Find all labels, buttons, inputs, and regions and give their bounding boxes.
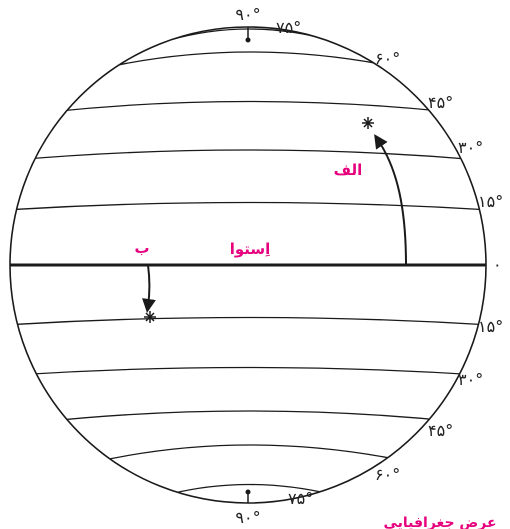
parallel-s30	[13, 366, 481, 376]
equator-label: اِستوا	[230, 240, 271, 258]
latitude-arrow-b	[142, 264, 156, 313]
parallel-s15	[10, 316, 486, 326]
parallel-n30	[13, 149, 481, 161]
latitude-arrow-a	[374, 134, 407, 266]
caption-label: عرض جغرافیایی	[383, 515, 496, 529]
south-pole-dot	[245, 489, 251, 495]
lat-label-s45: ۴۵°	[428, 421, 453, 440]
lat-label-n60: ۶۰°	[375, 49, 400, 68]
lat-label-s30: ۳۰°	[458, 370, 483, 389]
lat-label-n75: ۷۵°	[276, 18, 301, 37]
lat-label-s90: ۹۰°	[235, 508, 260, 527]
parallel-n15	[10, 201, 486, 211]
lat-label-n45: ۴۵°	[428, 93, 453, 112]
lat-label-s75: ۷۵°	[288, 489, 313, 508]
lat-label-n15: ۱۵°	[478, 192, 503, 211]
lat-label-n0: ۰	[493, 255, 502, 274]
point-b-marker	[144, 311, 156, 323]
point-a-marker	[362, 117, 374, 129]
north-pole-dot	[245, 37, 251, 43]
parallel-s45	[39, 410, 461, 423]
parallel-n60	[94, 51, 411, 71]
lat-label-n90: ۹۰°	[235, 5, 260, 24]
parallel-s75	[169, 483, 331, 495]
lat-label-n30: ۳۰°	[458, 138, 483, 157]
point-b-label: ب	[134, 239, 149, 257]
parallel-s60	[94, 444, 411, 463]
lat-label-s60: ۶۰°	[375, 465, 400, 484]
point-a-label: الف	[334, 161, 363, 179]
parallel-n45	[39, 100, 461, 114]
lat-label-s15: ۱۵°	[478, 317, 503, 336]
